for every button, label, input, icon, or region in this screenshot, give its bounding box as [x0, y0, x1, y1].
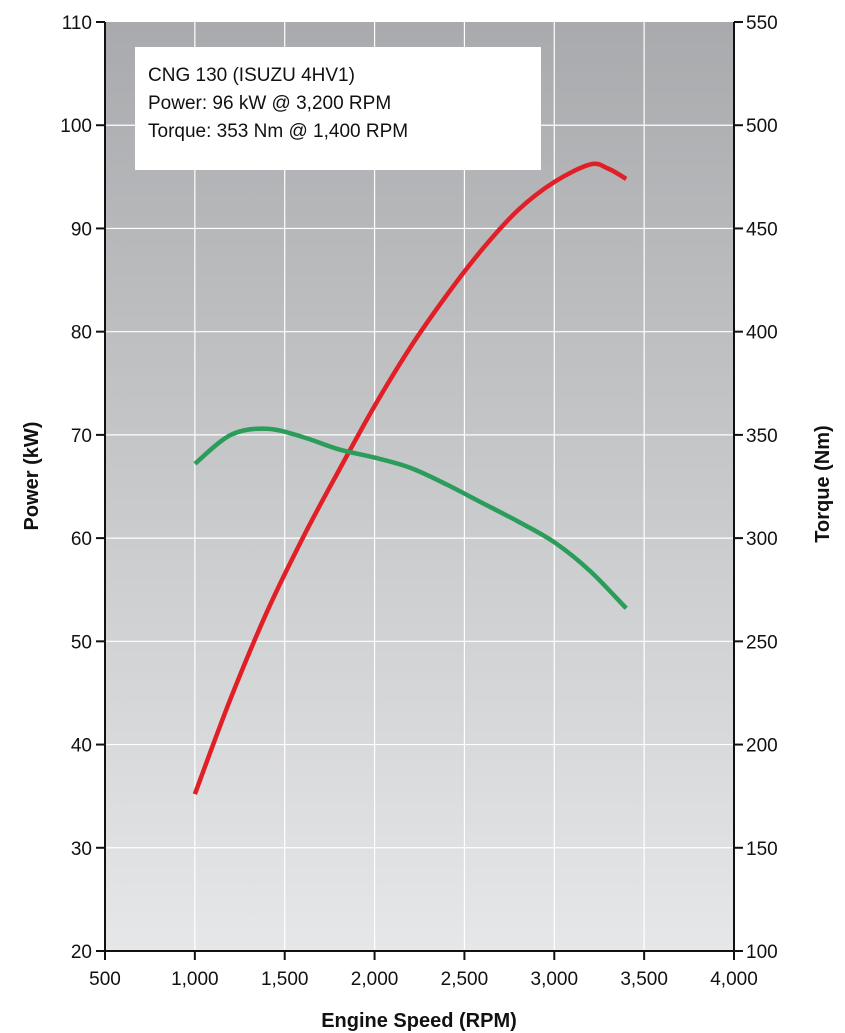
y-left-tick-label: 100: [60, 116, 92, 137]
annotation-box: CNG 130 (ISUZU 4HV1) Power: 96 kW @ 3,20…: [135, 47, 541, 170]
x-tick-label: 3,500: [620, 969, 668, 990]
y-right-tick-label: 350: [746, 426, 778, 447]
annotation-background: [135, 47, 541, 170]
x-tick-label: 4,000: [710, 969, 758, 990]
y-axis-left-title: Power (kW): [21, 422, 43, 531]
y-right-tick-label: 200: [746, 736, 778, 757]
y-right-tick-label: 300: [746, 529, 778, 550]
y-left-tick-label: 30: [71, 839, 92, 860]
series-layer: [192, 161, 628, 795]
y-axis-right-title: Torque (Nm): [812, 425, 834, 542]
x-tick-label: 2,500: [441, 969, 489, 990]
x-tick-label: 500: [89, 969, 121, 990]
y-right-tick-label: 400: [746, 323, 778, 344]
grid: [105, 22, 734, 951]
y-left-tick-label: 50: [71, 632, 92, 653]
x-tick-label: 3,000: [531, 969, 579, 990]
y-left-tick-label: 70: [71, 426, 92, 447]
y-left-tick-label: 110: [62, 13, 92, 34]
torque-series-line: [193, 426, 628, 610]
y-right-tick-label: 250: [746, 632, 778, 653]
annotation-line-3: Torque: 353 Nm @ 1,400 RPM: [148, 121, 408, 142]
y-right-tick-label: 100: [746, 942, 778, 963]
annotation-line-2: Power: 96 kW @ 3,200 RPM: [148, 93, 391, 114]
y-right-tick-label: 450: [746, 219, 778, 240]
y-right-tick-label: 550: [746, 13, 778, 34]
ticks: 500 1,000 1,500 2,000 2,500 3,000 3,500 4,000 20…: [60, 13, 777, 990]
annotation-line-1: CNG 130 (ISUZU 4HV1): [148, 65, 355, 86]
y-left-tick-label: 80: [71, 323, 92, 344]
y-right-tick-label: 150: [746, 839, 778, 860]
y-left-tick-label: 90: [71, 219, 92, 240]
plot-area: [105, 22, 734, 951]
x-tick-label: 2,000: [351, 969, 399, 990]
y-right-tick-label: 500: [746, 116, 778, 137]
power-series-line: [192, 161, 628, 795]
y-left-tick-label: 20: [71, 942, 92, 963]
y-left-tick-label: 60: [71, 529, 92, 550]
x-tick-label: 1,500: [261, 969, 309, 990]
x-tick-label: 1,000: [171, 969, 219, 990]
axes: [104, 22, 735, 952]
x-axis-title: Engine Speed (RPM): [321, 1010, 517, 1032]
y-left-tick-label: 40: [71, 736, 92, 757]
